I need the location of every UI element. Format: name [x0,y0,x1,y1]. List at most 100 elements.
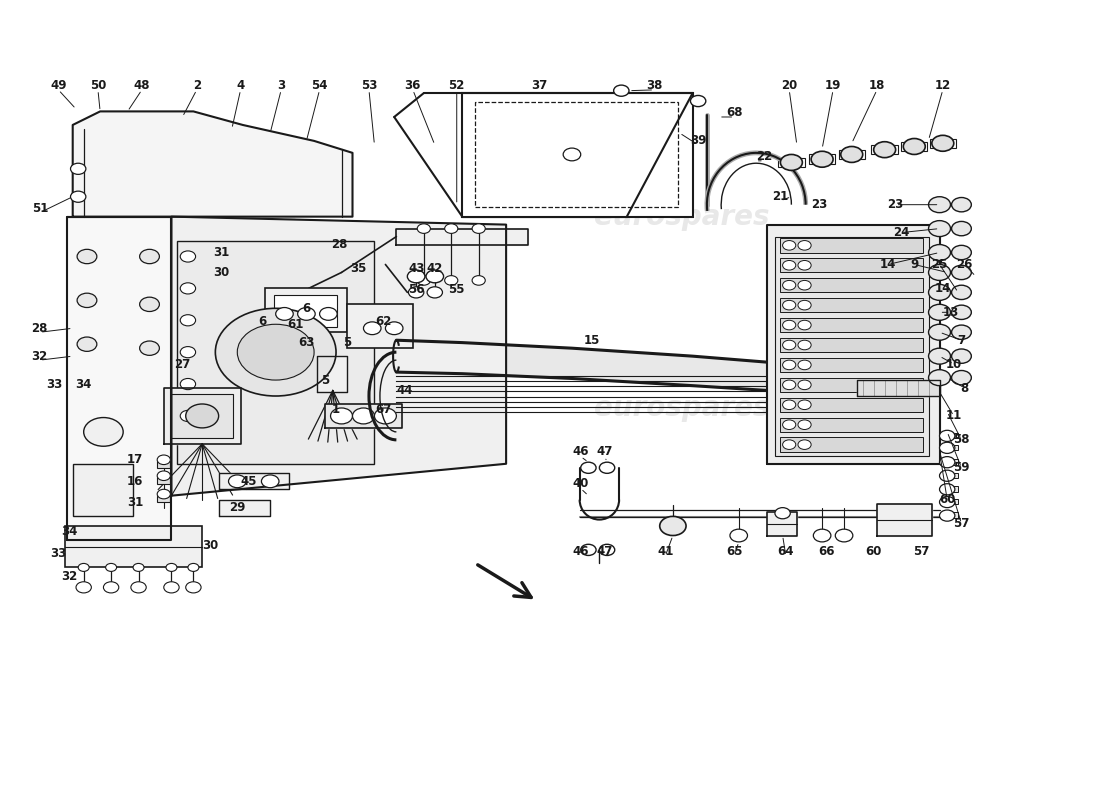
Circle shape [939,442,955,454]
Circle shape [77,337,97,351]
Circle shape [157,490,170,499]
Text: 21: 21 [772,190,789,203]
Text: 22: 22 [756,150,772,163]
Text: 62: 62 [375,315,392,328]
Bar [943,459,958,465]
Circle shape [352,408,374,424]
Text: 1: 1 [332,403,340,416]
Circle shape [798,420,811,430]
Polygon shape [172,217,506,496]
Circle shape [691,95,706,106]
Text: 42: 42 [427,262,443,275]
Text: eurospares: eurospares [122,394,298,422]
Circle shape [320,307,337,320]
Circle shape [798,261,811,270]
Circle shape [157,471,170,481]
Text: 54: 54 [311,78,328,91]
Circle shape [84,418,123,446]
Text: 34: 34 [76,378,92,390]
Text: 58: 58 [954,434,970,446]
Text: 14: 14 [880,258,896,271]
Text: 49: 49 [51,78,67,91]
Text: 30: 30 [212,266,229,279]
Text: 3: 3 [277,78,285,91]
Polygon shape [767,512,796,535]
Circle shape [952,246,971,260]
Text: 46: 46 [572,545,588,558]
Bar [780,438,923,452]
Bar [871,145,898,154]
Circle shape [186,404,219,428]
Bar [943,486,958,492]
Bar [780,318,923,332]
Circle shape [798,440,811,450]
Text: 27: 27 [174,358,190,370]
Circle shape [70,163,86,174]
Bar [172,394,233,438]
Text: 47: 47 [596,545,613,558]
Circle shape [216,308,336,396]
Circle shape [140,341,159,355]
Text: 31: 31 [212,246,229,259]
Text: 51: 51 [32,202,48,215]
Circle shape [782,300,795,310]
Circle shape [782,261,795,270]
Bar [943,433,958,438]
Bar [346,304,412,348]
Circle shape [928,245,950,261]
Bar [780,258,923,273]
Circle shape [472,224,485,234]
Text: 67: 67 [375,403,392,416]
Circle shape [363,322,381,334]
Circle shape [180,251,196,262]
Text: 33: 33 [51,546,67,559]
Polygon shape [219,500,271,515]
Text: 36: 36 [405,78,421,91]
Text: 13: 13 [943,306,958,319]
Circle shape [276,307,294,320]
Circle shape [928,285,950,300]
Text: 39: 39 [690,134,706,147]
Circle shape [70,191,86,202]
Text: 40: 40 [572,478,588,490]
Circle shape [140,297,159,311]
Text: 30: 30 [201,538,218,551]
Circle shape [928,370,950,386]
Circle shape [408,286,424,298]
Circle shape [238,324,315,380]
Polygon shape [164,388,241,444]
Circle shape [798,360,811,370]
Text: 32: 32 [62,570,77,583]
Circle shape [262,475,279,488]
Text: 5: 5 [321,374,329,386]
Text: 53: 53 [361,78,377,91]
Circle shape [939,430,955,442]
Text: 50: 50 [90,78,106,91]
Circle shape [427,286,442,298]
Text: eurospares: eurospares [594,202,769,230]
Text: 9: 9 [910,258,918,271]
Circle shape [782,281,795,290]
Polygon shape [767,225,939,464]
Circle shape [939,497,955,508]
Circle shape [939,470,955,482]
Circle shape [928,348,950,364]
Bar [780,378,923,392]
Text: 2: 2 [192,78,201,91]
Text: 63: 63 [298,336,315,349]
Bar [265,288,346,332]
Circle shape [840,146,862,162]
Circle shape [939,457,955,468]
Circle shape [614,85,629,96]
Circle shape [939,510,955,521]
Circle shape [417,276,430,285]
Text: eurospares: eurospares [122,202,298,230]
Text: 45: 45 [240,475,256,488]
Bar [274,294,337,326]
Circle shape [180,283,196,294]
Circle shape [180,378,196,390]
Circle shape [180,346,196,358]
Circle shape [952,222,971,236]
Bar [157,478,170,484]
Bar [177,241,374,464]
